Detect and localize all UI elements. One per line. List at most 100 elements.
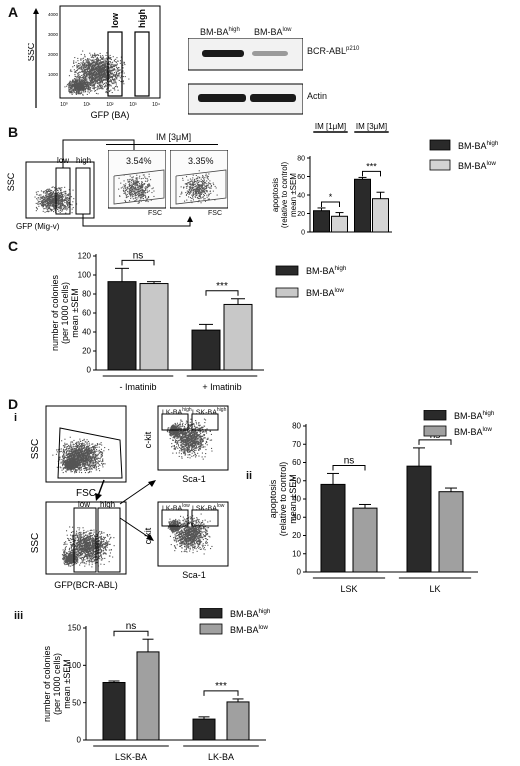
chart-ytick-label: 60 <box>82 309 91 318</box>
gate-lk-low-label: LK-BAlow <box>162 503 190 513</box>
blot-band2-label: Actin <box>307 91 328 101</box>
chart-category-label: IM [1μM] <box>315 122 346 131</box>
flow-a-dots <box>64 50 130 96</box>
chart-bar <box>313 210 330 233</box>
chart-legend-label: BM-BAlow <box>306 287 344 298</box>
chart-legend-swatch <box>275 265 299 276</box>
im-3um-bar <box>106 144 218 145</box>
chart-bar <box>372 198 389 233</box>
flow-d-gfp: SSC low high GFP(BCR-ABL) <box>30 500 127 590</box>
flow-a-gate-high <box>134 31 150 97</box>
flow-a-xtick: 10³ <box>129 102 137 108</box>
chart-bar <box>192 718 216 741</box>
chart-legend-swatch <box>199 608 223 619</box>
chart-ytick-label: 40 <box>292 495 301 504</box>
flow-plot-b: SSC low high GFP (Mig-v) <box>6 139 193 231</box>
flow-b-gate-high-label: high <box>76 156 91 165</box>
panel-label-d: D <box>8 396 19 412</box>
blot-band1-label: BCR-ABLp210 <box>307 46 360 56</box>
arrow-connectors <box>119 480 156 541</box>
chart-significance-bracket <box>332 464 366 471</box>
flow-a-axis-arrows <box>33 8 39 108</box>
chart-significance-bracket <box>418 439 452 445</box>
flow-a-gate-high-label: high <box>137 9 147 28</box>
inset-b1 <box>108 150 166 209</box>
flow-a-xtick: 10⁴ <box>152 102 160 108</box>
chart-bar <box>102 682 126 741</box>
chart-legend-label: BM-BAlow <box>454 426 492 437</box>
chart-significance-label: *** <box>215 681 227 692</box>
chart-significance-label: *** <box>216 281 228 292</box>
chart-ytick-label: 0 <box>77 736 82 745</box>
chart-ytick-label: 100 <box>68 661 82 670</box>
chart-legend-swatch <box>429 139 451 151</box>
chart-significance-bracket <box>113 630 149 637</box>
chart-bar <box>406 465 432 573</box>
flow-d-fsc: SSC FSC <box>30 405 127 499</box>
flow-d-gfp-xlabel: GFP(BCR-ABL) <box>54 580 118 590</box>
flow-a-xtick: 10⁰ <box>60 102 68 108</box>
chart-bar <box>223 303 253 371</box>
chart-bar <box>139 283 169 371</box>
chart-legend-swatch <box>423 425 447 437</box>
flow-b-ylabel: SSC <box>6 172 16 191</box>
chart-ytick-label: 60 <box>292 458 301 467</box>
inset-b2 <box>170 150 228 209</box>
chart-significance-label: ns <box>126 621 137 632</box>
flow-d-fsc-ylabel: SSC <box>30 439 41 460</box>
flow-b-xlabel: GFP (Mig-v) <box>16 222 60 231</box>
flow-a-ylabel: SSC <box>28 42 36 61</box>
panel-label-a: A <box>8 4 19 20</box>
panel-label-d-i: i <box>14 412 18 424</box>
chart-ytick-label: 100 <box>78 271 92 280</box>
arrow-down-icon <box>95 479 105 501</box>
chart-c-colonies: number of colonies(per 1000 cells)mean ±… <box>50 250 347 392</box>
chart-bar <box>320 483 346 573</box>
chart-significance-label: ns <box>344 455 355 466</box>
chart-legend-label: BM-BAhigh <box>454 410 495 421</box>
blot-band-low <box>252 51 288 56</box>
chart-significance-bracket <box>321 201 340 207</box>
chart-category-label: LSK-BA <box>115 752 147 762</box>
chart-ytick-label: 80 <box>82 290 91 299</box>
flow-a-ytick: 2000 <box>48 52 59 57</box>
flow-a-gate-low-label: low <box>110 12 120 28</box>
chart-significance-bracket <box>205 290 239 296</box>
flow-d-low: c-kit Sca-1 <box>144 501 229 580</box>
chart-legend-label: BM-BAhigh <box>230 608 271 619</box>
chart-category-label: LSK <box>340 584 357 594</box>
flow-d-high: c-kit Sca-1 <box>144 405 229 484</box>
chart-bar <box>352 507 378 573</box>
chart-category-label: IM [3μM] <box>356 122 387 131</box>
chart-ytick-label: 70 <box>292 440 301 449</box>
chart-ytick-label: 80 <box>292 422 301 431</box>
chart-ytick-label: 150 <box>68 624 82 633</box>
chart-ylabel: apoptosis(relative to control)mean ±SEM <box>268 462 298 537</box>
chart-ytick-label: 20 <box>82 347 91 356</box>
chart-ytick-label: 120 <box>78 252 92 261</box>
chart-significance-bracket <box>203 690 239 696</box>
chart-ytick-label: 40 <box>297 192 305 199</box>
flow-a-yticks: 1000 2000 3000 4000 <box>48 12 59 77</box>
flow-d-high-ylabel: c-kit <box>144 431 153 448</box>
chart-significance-bracket <box>362 170 381 177</box>
flow-a-ytick: 4000 <box>48 12 59 17</box>
chart-ytick-label: 80 <box>297 155 305 162</box>
flow-d-fsc-xlabel: FSC <box>76 488 96 499</box>
chart-ylabel: number of colonies(per 1000 cells)mean ±… <box>42 645 72 722</box>
chart-ytick-label: 0 <box>297 568 302 577</box>
inset-b1-xlabel: FSC <box>148 210 162 217</box>
flow-a-ytick: 1000 <box>48 72 59 77</box>
western-blot <box>188 38 303 115</box>
chart-significance-label: * <box>329 192 333 202</box>
chart-ytick-label: 60 <box>297 174 305 181</box>
im-3um-label: IM [3μM] <box>156 132 192 142</box>
chart-bar <box>226 701 250 741</box>
flow-d-low-xlabel: Sca-1 <box>182 570 206 580</box>
chart-significance-label: *** <box>366 161 377 171</box>
chart-ytick-label: 40 <box>82 328 91 337</box>
chart-legend-label: BM-BAlow <box>458 160 496 171</box>
chart-ylabel: apoptosis(relative to control)mean ±SEM <box>271 162 298 229</box>
blot-band-high <box>202 50 244 57</box>
gate-lsk-low-label: LSK-BAlow <box>192 503 225 513</box>
